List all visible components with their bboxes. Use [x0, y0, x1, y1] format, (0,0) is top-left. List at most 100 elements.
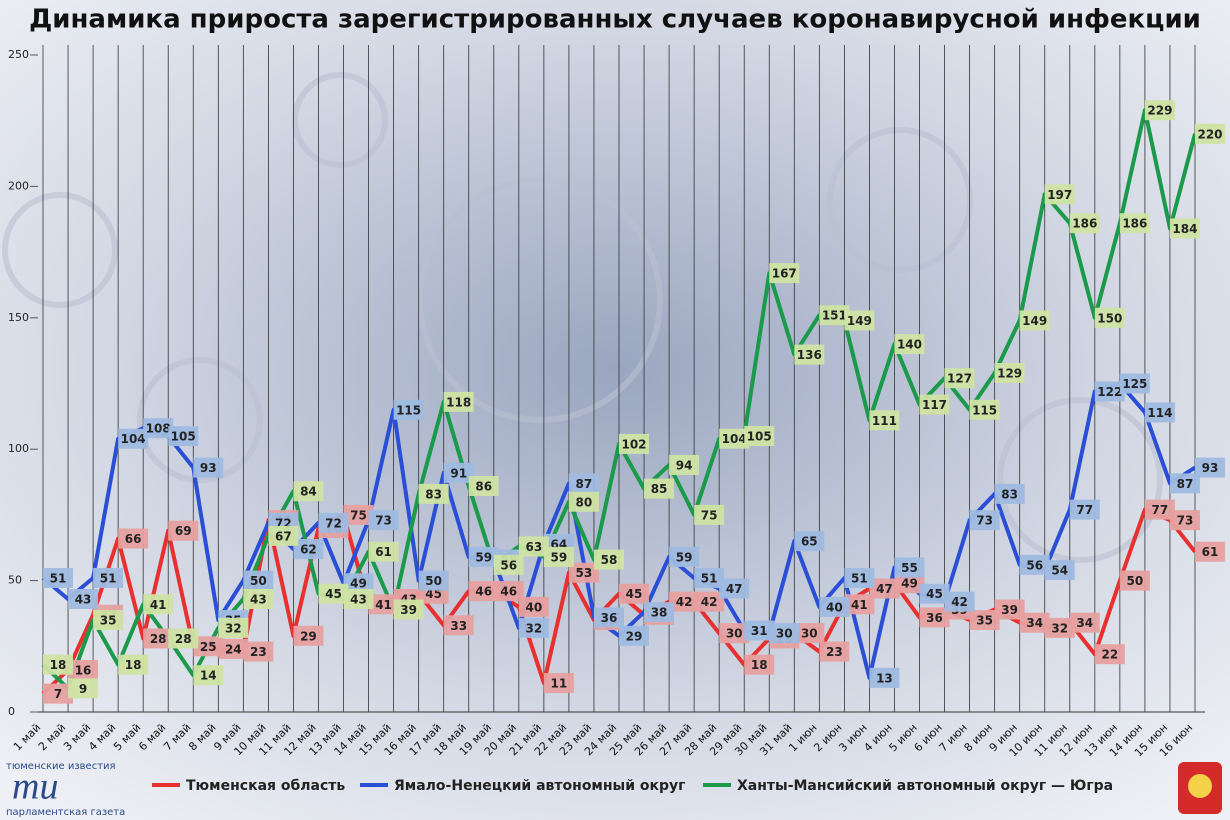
value-label-box	[744, 620, 775, 641]
value-label-box	[1044, 184, 1075, 205]
value-label: 56	[1026, 558, 1043, 572]
value-label: 197	[1047, 188, 1072, 202]
value-label-box	[744, 426, 775, 447]
value-label: 83	[1001, 487, 1018, 501]
value-label: 61	[375, 545, 392, 559]
value-label-box	[844, 567, 875, 588]
value-label-box	[293, 539, 324, 560]
value-label: 18	[751, 658, 768, 672]
value-label-box	[518, 596, 549, 617]
value-label: 51	[100, 571, 117, 585]
value-label-box	[68, 678, 99, 699]
value-label: 18	[125, 658, 142, 672]
value-label: 28	[175, 632, 192, 646]
value-label-box	[1069, 213, 1100, 234]
value-label-box	[343, 504, 374, 525]
value-label-box	[468, 475, 499, 496]
value-label-box	[719, 623, 750, 644]
value-label-box	[468, 581, 499, 602]
value-label: 31	[751, 624, 768, 638]
value-label: 49	[350, 577, 367, 591]
value-label: 40	[525, 600, 542, 614]
value-label: 42	[951, 595, 968, 609]
y-tick-label: 250	[8, 48, 29, 61]
value-label-box	[393, 399, 424, 420]
value-label: 32	[1051, 621, 1068, 635]
value-label-box	[343, 588, 374, 609]
legend-label: Тюменская область	[186, 778, 345, 794]
value-label: 102	[621, 437, 646, 451]
value-label: 75	[701, 508, 718, 522]
value-label-box	[1044, 560, 1075, 581]
value-label: 42	[701, 595, 718, 609]
value-label: 59	[475, 550, 492, 564]
value-label: 186	[1072, 217, 1097, 231]
value-label-box	[1019, 554, 1050, 575]
value-label: 75	[350, 508, 367, 522]
value-label: 36	[926, 611, 943, 625]
value-label-box	[1169, 473, 1200, 494]
value-label-box	[919, 394, 950, 415]
value-label: 151	[822, 309, 847, 323]
value-label: 93	[200, 461, 217, 475]
value-label: 39	[1001, 603, 1018, 617]
value-label-box	[293, 481, 324, 502]
value-label-box	[894, 334, 925, 355]
value-label-box	[1094, 644, 1125, 665]
value-label: 127	[947, 372, 972, 386]
logo-top: тюменские известия	[6, 761, 116, 772]
value-label: 72	[325, 516, 342, 530]
value-label: 167	[772, 267, 797, 281]
value-label-box	[969, 610, 1000, 631]
value-label: 39	[400, 603, 417, 617]
value-label: 43	[250, 592, 267, 606]
value-label-box	[1169, 218, 1200, 239]
value-label-box	[794, 531, 825, 552]
value-label-box	[443, 615, 474, 636]
value-label: 66	[125, 532, 142, 546]
value-label: 63	[525, 540, 542, 554]
value-label-box	[243, 588, 274, 609]
value-label: 150	[1097, 311, 1122, 325]
value-label: 77	[1076, 503, 1093, 517]
value-label: 35	[100, 614, 117, 628]
value-label: 40	[826, 600, 843, 614]
value-label-box	[193, 665, 224, 686]
value-label: 69	[175, 524, 192, 538]
value-label: 32	[525, 621, 542, 635]
value-label-box	[93, 567, 124, 588]
value-label: 29	[626, 629, 643, 643]
value-label-box	[368, 510, 399, 531]
value-label: 136	[797, 348, 822, 362]
value-label-box	[518, 536, 549, 557]
value-label-box	[568, 491, 599, 512]
value-label-box	[193, 636, 224, 657]
value-label: 14	[200, 669, 217, 683]
value-label: 50	[250, 574, 267, 588]
value-label-box	[318, 583, 349, 604]
value-label-box	[293, 625, 324, 646]
value-label: 13	[876, 671, 893, 685]
value-label-box	[168, 520, 199, 541]
value-label: 54	[1051, 564, 1068, 578]
value-label-box	[43, 683, 73, 704]
value-label-box	[493, 554, 524, 575]
value-label-box	[844, 310, 875, 331]
value-label-box	[418, 483, 449, 504]
value-label-box	[994, 483, 1025, 504]
value-label: 30	[776, 627, 793, 641]
value-label-box	[1094, 381, 1125, 402]
value-label-box	[819, 641, 850, 662]
value-label: 45	[626, 587, 643, 601]
value-label-box	[969, 399, 1000, 420]
value-label: 47	[876, 582, 893, 596]
value-label: 43	[75, 592, 92, 606]
value-label-box	[769, 263, 800, 284]
value-label: 59	[551, 550, 568, 564]
value-label-box	[1119, 570, 1150, 591]
value-label: 32	[225, 621, 242, 635]
y-tick-label: 200	[8, 179, 29, 192]
value-label: 16	[75, 663, 92, 677]
value-label-box	[143, 418, 174, 439]
